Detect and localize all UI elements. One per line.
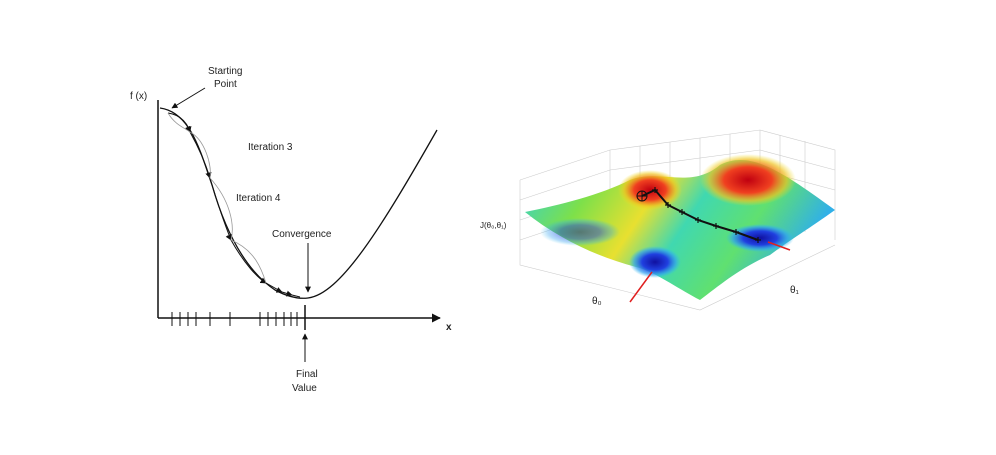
start-marker bbox=[637, 191, 647, 201]
path-markers bbox=[652, 187, 761, 243]
final-label: Value bbox=[292, 383, 317, 394]
peak bbox=[700, 154, 796, 206]
gradient-descent-2d: f (x) x Starting Point Iteration 3 Itera… bbox=[130, 66, 452, 394]
valley bbox=[629, 246, 681, 278]
x-ticks bbox=[171, 305, 306, 330]
iteration-label: Iteration 4 bbox=[236, 193, 281, 204]
cost-surface-3d: J(θ₀,θ₁) θ₀ θ₁ bbox=[480, 129, 836, 311]
y-label: f (x) bbox=[130, 91, 147, 102]
start-label: Starting bbox=[208, 66, 242, 77]
convergence-label: Convergence bbox=[272, 229, 332, 240]
descent-path bbox=[641, 188, 759, 241]
final-label: Final bbox=[296, 369, 318, 380]
red-arrow bbox=[767, 241, 791, 251]
x-label: θ₀ bbox=[592, 296, 602, 307]
start-arrow bbox=[171, 87, 206, 109]
curve bbox=[159, 107, 438, 299]
peak bbox=[618, 170, 682, 210]
start-label: Point bbox=[214, 79, 237, 90]
iterations bbox=[167, 112, 301, 297]
red-arrow bbox=[629, 271, 653, 303]
tangents bbox=[167, 112, 267, 284]
x-label: x bbox=[446, 322, 452, 333]
valley bbox=[540, 218, 620, 246]
z-label: J(θ₀,θ₁) bbox=[480, 221, 507, 230]
y-label: θ₁ bbox=[790, 285, 800, 296]
iteration-label: Iteration 3 bbox=[248, 142, 293, 153]
